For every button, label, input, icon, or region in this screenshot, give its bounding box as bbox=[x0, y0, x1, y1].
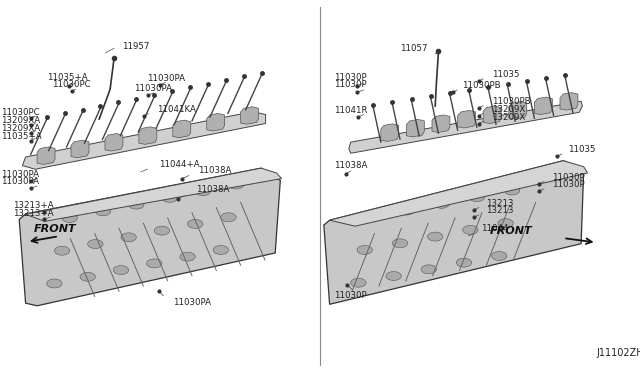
Circle shape bbox=[463, 225, 478, 234]
Text: 11030PB: 11030PB bbox=[492, 97, 530, 106]
Polygon shape bbox=[381, 124, 399, 141]
Circle shape bbox=[421, 265, 436, 274]
Circle shape bbox=[386, 272, 401, 280]
Text: 11035: 11035 bbox=[492, 70, 519, 79]
Circle shape bbox=[88, 240, 103, 248]
Polygon shape bbox=[139, 127, 157, 144]
Circle shape bbox=[95, 207, 111, 216]
Text: 11057: 11057 bbox=[400, 44, 428, 53]
Text: 13213: 13213 bbox=[486, 199, 514, 208]
Circle shape bbox=[504, 186, 520, 195]
Circle shape bbox=[80, 272, 95, 281]
Circle shape bbox=[147, 259, 162, 268]
Text: 11030PC: 11030PC bbox=[1, 108, 40, 117]
Text: 11041KA: 11041KA bbox=[157, 105, 196, 114]
Polygon shape bbox=[324, 161, 584, 304]
Circle shape bbox=[428, 232, 443, 241]
Circle shape bbox=[129, 200, 144, 209]
Polygon shape bbox=[560, 93, 578, 110]
Text: 11957: 11957 bbox=[122, 42, 149, 51]
Circle shape bbox=[188, 219, 203, 228]
Polygon shape bbox=[105, 134, 123, 151]
Text: 11030P: 11030P bbox=[334, 80, 367, 89]
Text: 13213: 13213 bbox=[486, 206, 514, 215]
Text: 11030PA: 11030PA bbox=[134, 84, 172, 93]
Circle shape bbox=[154, 226, 170, 235]
Text: J11102ZH: J11102ZH bbox=[596, 348, 640, 358]
Text: FRONT: FRONT bbox=[490, 226, 532, 236]
Circle shape bbox=[392, 239, 408, 248]
Circle shape bbox=[351, 278, 366, 287]
Text: 11030PA: 11030PA bbox=[1, 170, 39, 179]
Circle shape bbox=[47, 279, 62, 288]
Polygon shape bbox=[534, 97, 552, 115]
Text: 11030PA: 11030PA bbox=[1, 177, 39, 186]
Circle shape bbox=[492, 251, 507, 260]
Text: 11035: 11035 bbox=[568, 145, 596, 154]
Text: 13209XA: 13209XA bbox=[1, 116, 40, 125]
Circle shape bbox=[162, 193, 177, 202]
Text: FRONT: FRONT bbox=[33, 224, 76, 234]
Polygon shape bbox=[349, 101, 582, 153]
Text: 13213+A: 13213+A bbox=[13, 201, 53, 210]
Polygon shape bbox=[509, 102, 527, 119]
Circle shape bbox=[364, 213, 379, 222]
Polygon shape bbox=[241, 107, 259, 124]
Circle shape bbox=[469, 193, 484, 202]
Text: 11030PA: 11030PA bbox=[147, 74, 185, 83]
Text: 11030PB: 11030PB bbox=[462, 81, 500, 90]
Circle shape bbox=[221, 213, 236, 222]
Polygon shape bbox=[71, 140, 89, 158]
Circle shape bbox=[357, 246, 372, 254]
Circle shape bbox=[195, 187, 211, 196]
Text: 13209XA: 13209XA bbox=[1, 124, 40, 133]
Polygon shape bbox=[22, 112, 266, 169]
Circle shape bbox=[498, 219, 513, 228]
Circle shape bbox=[180, 252, 195, 261]
Text: 13209X: 13209X bbox=[492, 113, 525, 122]
Circle shape bbox=[434, 199, 449, 208]
Text: 11035+A: 11035+A bbox=[1, 132, 42, 141]
Circle shape bbox=[399, 206, 414, 215]
Text: 11035+A: 11035+A bbox=[47, 73, 87, 82]
Polygon shape bbox=[432, 115, 450, 132]
Polygon shape bbox=[207, 113, 225, 131]
Polygon shape bbox=[406, 119, 424, 137]
Text: 11030P: 11030P bbox=[334, 73, 367, 82]
Text: 11038A: 11038A bbox=[196, 185, 229, 194]
Polygon shape bbox=[37, 147, 55, 164]
Polygon shape bbox=[26, 168, 282, 221]
Text: 11044+A: 11044+A bbox=[159, 160, 199, 169]
Text: 11030PA: 11030PA bbox=[173, 298, 211, 307]
Text: 11030PC: 11030PC bbox=[52, 80, 91, 89]
Circle shape bbox=[228, 180, 244, 189]
Circle shape bbox=[113, 266, 129, 275]
Text: 11041R: 11041R bbox=[334, 106, 367, 115]
Text: 11038A: 11038A bbox=[334, 161, 367, 170]
Circle shape bbox=[62, 214, 77, 222]
Text: 11030P: 11030P bbox=[552, 173, 584, 182]
Polygon shape bbox=[458, 110, 476, 128]
Circle shape bbox=[456, 258, 472, 267]
Polygon shape bbox=[330, 161, 588, 226]
Text: 11038A: 11038A bbox=[198, 166, 232, 175]
Polygon shape bbox=[483, 106, 501, 124]
Text: 13209X: 13209X bbox=[492, 105, 525, 114]
Circle shape bbox=[121, 233, 136, 242]
Text: 11030P: 11030P bbox=[552, 180, 584, 189]
Polygon shape bbox=[173, 120, 191, 138]
Text: 11044: 11044 bbox=[481, 224, 509, 233]
Circle shape bbox=[213, 246, 228, 254]
Circle shape bbox=[54, 246, 70, 255]
Text: 11030P: 11030P bbox=[334, 291, 367, 300]
Text: 13213+A: 13213+A bbox=[13, 209, 53, 218]
Polygon shape bbox=[19, 168, 280, 306]
